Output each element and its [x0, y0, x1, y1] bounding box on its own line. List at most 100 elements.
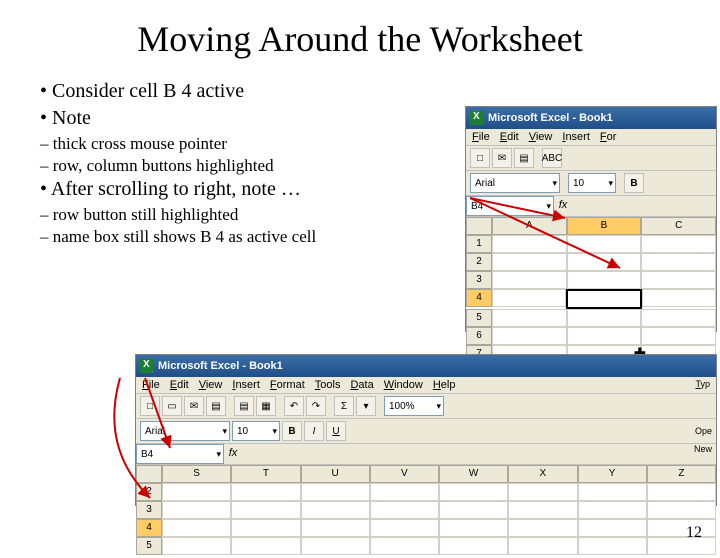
- row-3[interactable]: 3: [466, 271, 492, 289]
- undo-icon[interactable]: ↶: [284, 396, 304, 416]
- select-all-corner[interactable]: [136, 465, 162, 483]
- open-icon[interactable]: ✉: [492, 148, 512, 168]
- menu-insert[interactable]: Insert: [232, 379, 260, 391]
- zoom-dropdown[interactable]: 100%: [384, 396, 444, 416]
- font-dropdown[interactable]: Arial: [470, 173, 560, 193]
- col-C[interactable]: C: [641, 217, 716, 235]
- cell[interactable]: [492, 235, 567, 253]
- save-icon[interactable]: ✉: [184, 396, 204, 416]
- sort-icon[interactable]: ▾: [356, 396, 376, 416]
- menu-window[interactable]: Window: [384, 379, 423, 391]
- fontsize-dropdown[interactable]: 10: [568, 173, 616, 193]
- row-2[interactable]: 2: [136, 483, 162, 501]
- cell[interactable]: [647, 519, 716, 537]
- cell[interactable]: [578, 519, 647, 537]
- menu-help[interactable]: Help: [433, 379, 456, 391]
- col-B[interactable]: B: [567, 217, 642, 235]
- cell[interactable]: [508, 483, 577, 501]
- fx-icon[interactable]: fx: [224, 444, 242, 462]
- menu-insert[interactable]: Insert: [562, 131, 590, 143]
- cell[interactable]: [508, 501, 577, 519]
- cell[interactable]: [162, 501, 231, 519]
- cell[interactable]: [647, 483, 716, 501]
- copy-icon[interactable]: ▦: [256, 396, 276, 416]
- bold-button[interactable]: B: [624, 173, 644, 193]
- cell[interactable]: [370, 483, 439, 501]
- row-1[interactable]: 1: [466, 235, 492, 253]
- cell[interactable]: [370, 501, 439, 519]
- menu-edit[interactable]: Edit: [500, 131, 519, 143]
- row-3[interactable]: 3: [136, 501, 162, 519]
- row-2[interactable]: 2: [466, 253, 492, 271]
- menu-file[interactable]: File: [142, 379, 160, 391]
- cell-B4[interactable]: [566, 289, 642, 309]
- cell[interactable]: [641, 309, 716, 327]
- cell[interactable]: [492, 271, 567, 289]
- name-box[interactable]: B4: [466, 196, 554, 216]
- new-icon[interactable]: □: [140, 396, 160, 416]
- cell[interactable]: [301, 501, 370, 519]
- cell[interactable]: [578, 501, 647, 519]
- underline-button[interactable]: U: [326, 421, 346, 441]
- menu-file[interactable]: File: [472, 131, 490, 143]
- row-5[interactable]: 5: [466, 309, 492, 327]
- col-T[interactable]: T: [231, 465, 300, 483]
- col-X[interactable]: X: [508, 465, 577, 483]
- cell[interactable]: [641, 271, 716, 289]
- cell[interactable]: [642, 289, 716, 307]
- col-Z[interactable]: Z: [647, 465, 716, 483]
- cell[interactable]: [641, 253, 716, 271]
- cell[interactable]: [439, 483, 508, 501]
- cell[interactable]: [439, 501, 508, 519]
- print-icon[interactable]: ▤: [206, 396, 226, 416]
- bold-button[interactable]: B: [282, 421, 302, 441]
- autosum-icon[interactable]: Σ: [334, 396, 354, 416]
- name-box[interactable]: B4: [136, 444, 224, 464]
- menu-tools[interactable]: Tools: [315, 379, 341, 391]
- menu-format[interactable]: Format: [270, 379, 305, 391]
- cell[interactable]: [492, 253, 567, 271]
- cell[interactable]: [567, 271, 642, 289]
- save-icon[interactable]: ▤: [514, 148, 534, 168]
- cell[interactable]: [492, 309, 567, 327]
- cell[interactable]: [231, 501, 300, 519]
- cell[interactable]: [567, 235, 642, 253]
- cell[interactable]: [508, 519, 577, 537]
- cell[interactable]: [641, 327, 716, 345]
- menu-edit[interactable]: Edit: [170, 379, 189, 391]
- cut-icon[interactable]: ▤: [234, 396, 254, 416]
- cell[interactable]: [567, 253, 642, 271]
- cell[interactable]: [231, 519, 300, 537]
- menu-format[interactable]: For: [600, 131, 617, 143]
- menu-view[interactable]: View: [199, 379, 223, 391]
- menu-view[interactable]: View: [529, 131, 553, 143]
- redo-icon[interactable]: ↷: [306, 396, 326, 416]
- cell[interactable]: [370, 519, 439, 537]
- row-6[interactable]: 6: [466, 327, 492, 345]
- fontsize-dropdown[interactable]: 10: [232, 421, 280, 441]
- new-icon[interactable]: □: [470, 148, 490, 168]
- cell[interactable]: [439, 519, 508, 537]
- cell[interactable]: [567, 327, 642, 345]
- row-4[interactable]: 4: [136, 519, 162, 537]
- cell[interactable]: [492, 289, 566, 307]
- italic-button[interactable]: I: [304, 421, 324, 441]
- col-V[interactable]: V: [370, 465, 439, 483]
- cell[interactable]: [578, 483, 647, 501]
- cell[interactable]: [647, 501, 716, 519]
- row-4[interactable]: 4: [466, 289, 492, 307]
- col-U[interactable]: U: [301, 465, 370, 483]
- col-S[interactable]: S: [162, 465, 231, 483]
- cell[interactable]: [301, 483, 370, 501]
- cell[interactable]: [492, 327, 567, 345]
- cell[interactable]: [567, 309, 642, 327]
- col-Y[interactable]: Y: [578, 465, 647, 483]
- col-W[interactable]: W: [439, 465, 508, 483]
- font-dropdown[interactable]: Arial: [140, 421, 230, 441]
- open-icon[interactable]: ▭: [162, 396, 182, 416]
- cell[interactable]: [162, 483, 231, 501]
- menu-data[interactable]: Data: [350, 379, 373, 391]
- spellcheck-icon[interactable]: ABC: [542, 148, 562, 168]
- select-all-corner[interactable]: [466, 217, 492, 235]
- cell[interactable]: [641, 235, 716, 253]
